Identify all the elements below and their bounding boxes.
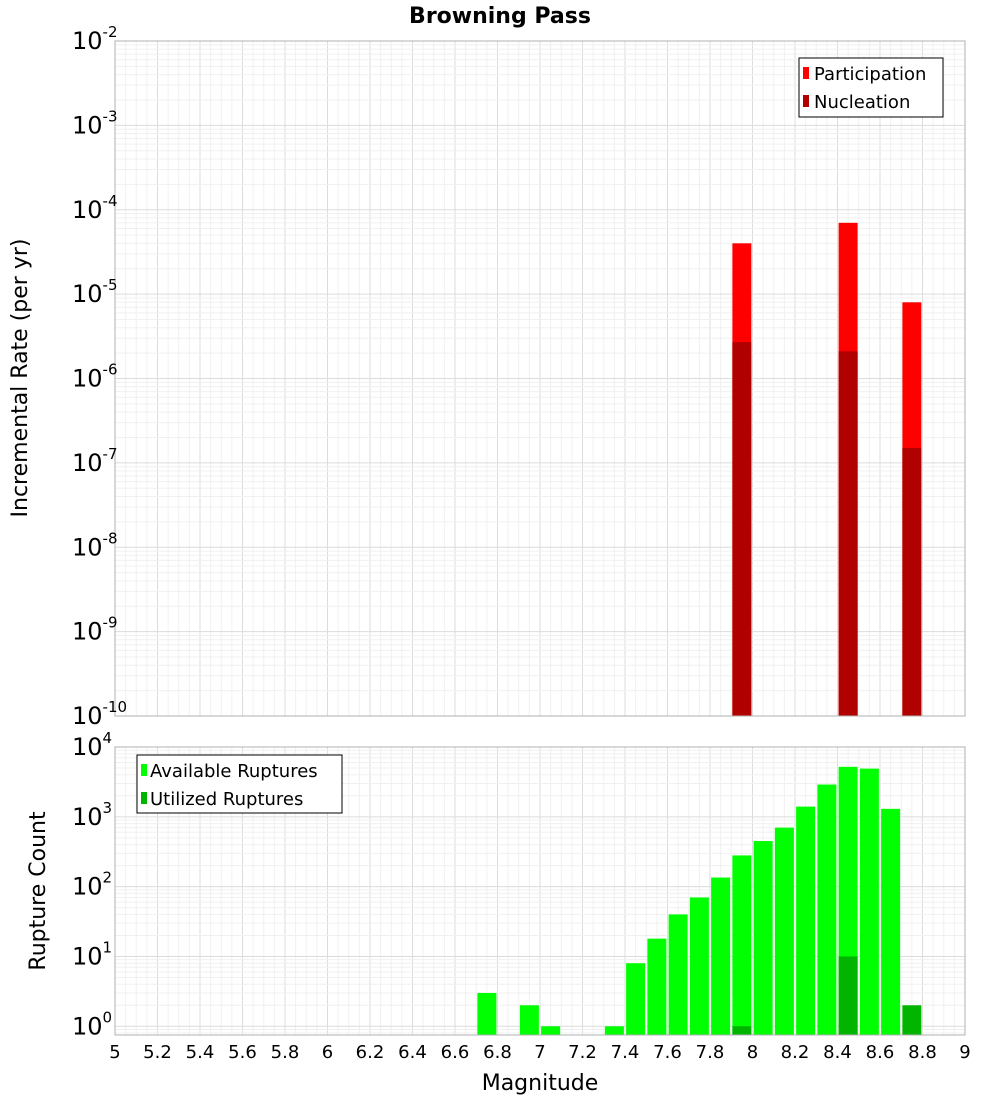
- x-tick-label: 7.2: [568, 1042, 597, 1063]
- bottom-y-tick-label: 103: [72, 799, 112, 831]
- x-tick-label: 5.4: [186, 1042, 215, 1063]
- chart-title: Browning Pass: [409, 4, 591, 29]
- top-y-tick-labels: 10-10 10-9 10-8 10-7 10-6 10-5 10-4 10-3 10-2: [72, 23, 127, 730]
- bottom-bar-utilized-ruptures: [838, 956, 858, 1035]
- legend-label-nucleation: Nucleation: [814, 92, 910, 113]
- bottom-bar-available-ruptures: [817, 784, 837, 1035]
- top-legend-box: [798, 57, 944, 118]
- top-legend: Participation Nucleation: [798, 57, 944, 118]
- bottom-bar-available-ruptures: [796, 806, 816, 1035]
- legend-label-utilized: Utilized Ruptures: [150, 789, 303, 810]
- x-tick-label: 8.6: [866, 1042, 895, 1063]
- bottom-bar-available-ruptures: [689, 897, 709, 1035]
- top-y-axis-label: Incremental Rate (per yr): [8, 239, 33, 518]
- x-tick-label: 6.8: [483, 1042, 512, 1063]
- x-tick-label: 8.8: [908, 1042, 937, 1063]
- top-y-tick-label: 10-10: [72, 698, 127, 730]
- x-tick-label: 9: [959, 1042, 970, 1063]
- x-tick-label: 7.8: [696, 1042, 725, 1063]
- top-y-tick-label: 10-9: [72, 614, 118, 646]
- legend-label-participation: Participation: [814, 64, 926, 85]
- legend-swatch-nucleation: [803, 95, 809, 107]
- x-tick-label: 8: [747, 1042, 758, 1063]
- bottom-bar-available-ruptures: [881, 808, 901, 1035]
- x-tick-label: 6.6: [441, 1042, 470, 1063]
- bottom-bar-available-ruptures: [647, 938, 667, 1035]
- x-tick-label: 5.2: [143, 1042, 172, 1063]
- x-tick-label: 5.6: [228, 1042, 257, 1063]
- bottom-y-tick-label: 104: [72, 729, 112, 761]
- bottom-bar-available-ruptures: [732, 855, 752, 1035]
- bottom-y-axis-label: Rupture Count: [26, 811, 51, 971]
- bottom-legend: Available Ruptures Utilized Ruptures: [136, 754, 343, 814]
- legend-label-available: Available Ruptures: [150, 761, 318, 782]
- bottom-legend-box: [136, 754, 343, 814]
- legend-swatch-utilized: [141, 792, 147, 804]
- bottom-bar-available-ruptures: [774, 827, 794, 1035]
- top-y-tick-label: 10-5: [72, 276, 118, 308]
- bottom-bar-available-ruptures: [626, 963, 646, 1035]
- x-tick-label: 5: [109, 1042, 120, 1063]
- bottom-y-tick-label: 100: [72, 1008, 112, 1040]
- x-tick-label: 7.6: [653, 1042, 682, 1063]
- top-y-tick-label: 10-4: [72, 192, 118, 224]
- bottom-y-tick-label: 101: [72, 938, 112, 970]
- legend-swatch-participation: [803, 67, 809, 79]
- top-bar-nucleation: [838, 351, 858, 716]
- bottom-bar-available-ruptures: [753, 841, 773, 1035]
- bottom-y-tick-label: 102: [72, 869, 112, 901]
- bottom-panel: 100 101 102 103 104 5 5.2 5.4 5.6 5.8 6 6.2 6.4 6.6 6…: [26, 729, 971, 1096]
- top-plot-frame: [114, 40, 966, 717]
- x-tick-label: 6: [322, 1042, 333, 1063]
- x-axis-label: Magnitude: [482, 1071, 599, 1096]
- top-bar-nucleation: [902, 448, 922, 716]
- bottom-bar-available-ruptures: [541, 1026, 561, 1035]
- bottom-bar-available-ruptures: [711, 877, 731, 1035]
- x-tick-label: 5.8: [271, 1042, 300, 1063]
- top-y-tick-label: 10-6: [72, 361, 118, 393]
- bottom-plot-frame: [114, 746, 966, 1036]
- x-tick-label: 7.4: [611, 1042, 640, 1063]
- top-panel: 10-10 10-9 10-8 10-7 10-6 10-5 10-4 10-3 10-2 In…: [8, 23, 966, 730]
- bottom-bar-utilized-ruptures: [732, 1026, 752, 1035]
- top-y-tick-label: 10-8: [72, 529, 118, 561]
- top-bars: [732, 222, 922, 717]
- bottom-bar-available-ruptures: [668, 914, 688, 1035]
- top-y-tick-label: 10-7: [72, 445, 118, 477]
- bottom-bar-available-ruptures: [859, 768, 879, 1035]
- x-tick-label: 6.4: [398, 1042, 427, 1063]
- top-y-tick-label: 10-2: [72, 23, 118, 55]
- bottom-bars: [477, 766, 922, 1035]
- bottom-bar-utilized-ruptures: [902, 1005, 922, 1035]
- x-tick-label: 6.2: [356, 1042, 385, 1063]
- x-tick-label: 7: [534, 1042, 545, 1063]
- bottom-y-tick-labels: 100 101 102 103 104: [72, 729, 112, 1040]
- legend-swatch-available: [141, 764, 147, 776]
- bottom-bar-available-ruptures: [604, 1026, 624, 1035]
- top-y-tick-label: 10-3: [72, 107, 118, 139]
- bottom-bar-available-ruptures: [519, 1005, 539, 1035]
- top-bar-nucleation: [732, 342, 752, 716]
- x-tick-label: 8.4: [823, 1042, 852, 1063]
- x-tick-labels: 5 5.2 5.4 5.6 5.8 6 6.2 6.4 6.6 6.8 7 7.2 7.4 7.6 7.8 8…: [109, 1042, 970, 1063]
- bottom-bar-available-ruptures: [477, 992, 497, 1035]
- x-tick-label: 8.2: [781, 1042, 810, 1063]
- top-gridlines: [115, 41, 965, 716]
